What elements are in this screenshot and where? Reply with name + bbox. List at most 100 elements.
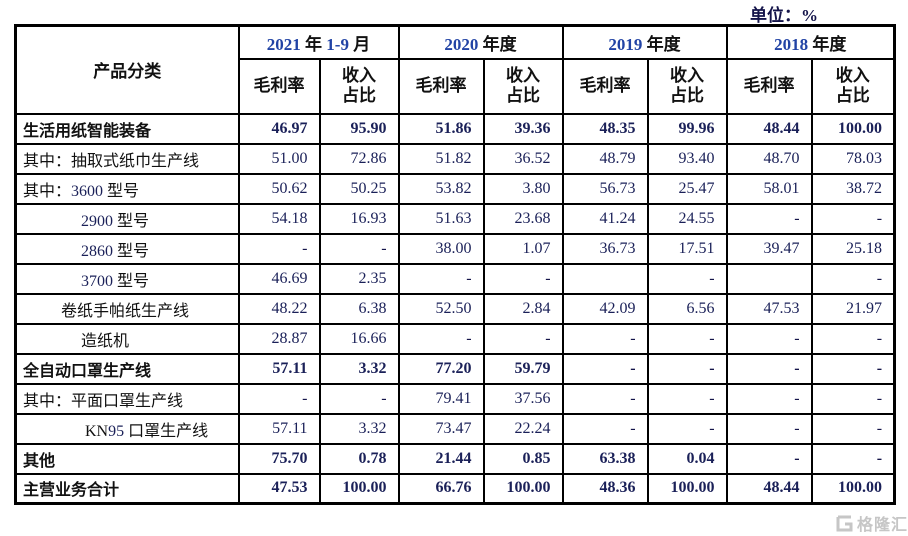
value-cell: 28.87: [237, 322, 321, 355]
value-cell: 46.69: [237, 262, 321, 295]
value-cell: -: [482, 262, 564, 295]
header-product-category: 产品分类: [14, 24, 240, 115]
value-cell: -: [725, 412, 813, 445]
value-cell: -: [810, 442, 896, 475]
value-cell: 100.00: [810, 472, 896, 505]
header-margin-2019: 毛利率: [561, 57, 649, 115]
value-cell: [725, 262, 813, 295]
value-cell: -: [725, 202, 813, 235]
value-cell: 48.22: [237, 292, 321, 325]
value-cell: -: [237, 382, 321, 415]
row-label: 其他: [14, 442, 240, 475]
table-row: 全自动口罩生产线 57.11 3.32 77.20 59.79- - - -: [14, 352, 896, 385]
value-cell: 3.32: [318, 412, 400, 445]
value-cell: 93.40: [646, 142, 728, 175]
table-row: 其中：抽取式纸巾生产线 51.00 72.86 51.82 36.52 48.79 93.4…: [14, 142, 896, 175]
table-row: 2860 型号 - -38.00 1.07 36.73 17.51 39.47 25.18: [14, 232, 896, 265]
row-label: KN95 口罩生产线: [14, 412, 240, 445]
value-cell: -: [397, 322, 485, 355]
value-cell: 3.80: [482, 172, 564, 205]
value-cell: 48.44: [725, 472, 813, 505]
header-share-2020: 收入 占比: [482, 57, 564, 115]
value-cell: 95.90: [318, 112, 400, 145]
value-cell: -: [646, 352, 728, 385]
value-cell: -: [810, 262, 896, 295]
value-cell: -: [318, 382, 400, 415]
value-cell: 54.18: [237, 202, 321, 235]
value-cell: -: [646, 322, 728, 355]
row-label: 其中：3600 型号: [14, 172, 240, 205]
unit-label: 单位：%: [750, 6, 818, 25]
value-cell: 1.07: [482, 232, 564, 265]
value-cell: 51.82: [397, 142, 485, 175]
value-cell: 0.78: [318, 442, 400, 475]
value-cell: -: [561, 382, 649, 415]
header-margin-2020: 毛利率: [397, 57, 485, 115]
watermark: 格隆汇: [835, 511, 908, 535]
value-cell: 100.00: [646, 472, 728, 505]
value-cell: 50.62: [237, 172, 321, 205]
value-cell: 73.47: [397, 412, 485, 445]
value-cell: 53.82: [397, 172, 485, 205]
value-cell: 3.32: [318, 352, 400, 385]
value-cell: -: [810, 202, 896, 235]
header-margin-2018: 毛利率: [725, 57, 813, 115]
header-margin-2021: 毛利率: [237, 57, 321, 115]
value-cell: 50.25: [318, 172, 400, 205]
value-cell: 41.24: [561, 202, 649, 235]
value-cell: 21.44: [397, 442, 485, 475]
header-share-2018: 收入 占比: [810, 57, 896, 115]
header-period-2021: 2021 年 1-9 月: [237, 24, 400, 60]
value-cell: 48.35: [561, 112, 649, 145]
value-cell: -: [646, 412, 728, 445]
table-row: 卷纸手帕纸生产线 48.22 6.38 52.50 2.84 42.09 6.56 47.53…: [14, 292, 896, 325]
value-cell: 52.50: [397, 292, 485, 325]
value-cell: 16.93: [318, 202, 400, 235]
value-cell: 100.00: [810, 112, 896, 145]
value-cell: -: [318, 232, 400, 265]
value-cell: 2.84: [482, 292, 564, 325]
row-label: 其中：平面口罩生产线: [14, 382, 240, 415]
value-cell: 37.56: [482, 382, 564, 415]
value-cell: 48.36: [561, 472, 649, 505]
value-cell: 79.41: [397, 382, 485, 415]
value-cell: 21.97: [810, 292, 896, 325]
value-cell: 57.11: [237, 412, 321, 445]
header-share-2021: 收入 占比: [318, 57, 400, 115]
table-row: 其他 75.70 0.78 21.44 0.85 63.38 0.04- -: [14, 442, 896, 475]
watermark-text: 格隆汇: [856, 517, 908, 534]
value-cell: 58.01: [725, 172, 813, 205]
row-label: 2900 型号: [14, 202, 240, 235]
value-cell: 2.35: [318, 262, 400, 295]
value-cell: 46.97: [237, 112, 321, 145]
row-label: 3700 型号: [14, 262, 240, 295]
value-cell: 48.79: [561, 142, 649, 175]
value-cell: 72.86: [318, 142, 400, 175]
value-cell: 100.00: [482, 472, 564, 505]
value-cell: 42.09: [561, 292, 649, 325]
value-cell: 22.24: [482, 412, 564, 445]
table-row: 主营业务合计 47.53 100.00 66.76 100.00 48.36 100.00 4…: [14, 472, 896, 505]
table-row: 生活用纸智能装备 46.97 95.90 51.86 39.36 48.35 99.96 48…: [14, 112, 896, 145]
value-cell: 23.68: [482, 202, 564, 235]
value-cell: 38.00: [397, 232, 485, 265]
value-cell: 47.53: [237, 472, 321, 505]
header-period-2020: 2020 年度: [397, 24, 564, 60]
value-cell: -: [646, 382, 728, 415]
value-cell: -: [810, 412, 896, 445]
value-cell: 36.73: [561, 232, 649, 265]
value-cell: 51.86: [397, 112, 485, 145]
row-label: 2860 型号: [14, 232, 240, 265]
value-cell: -: [561, 412, 649, 445]
value-cell: 16.66: [318, 322, 400, 355]
value-cell: 77.20: [397, 352, 485, 385]
value-cell: 48.44: [725, 112, 813, 145]
header-share-2019: 收入 占比: [646, 57, 728, 115]
row-label: 全自动口罩生产线: [14, 352, 240, 385]
value-cell: 0.85: [482, 442, 564, 475]
value-cell: 63.38: [561, 442, 649, 475]
row-label: 主营业务合计: [14, 472, 240, 505]
gross-margin-revenue-table: 产品分类 2021 年 1-9 月 2020 年度 2019 年度 2018 年…: [14, 24, 897, 505]
value-cell: 39.47: [725, 232, 813, 265]
